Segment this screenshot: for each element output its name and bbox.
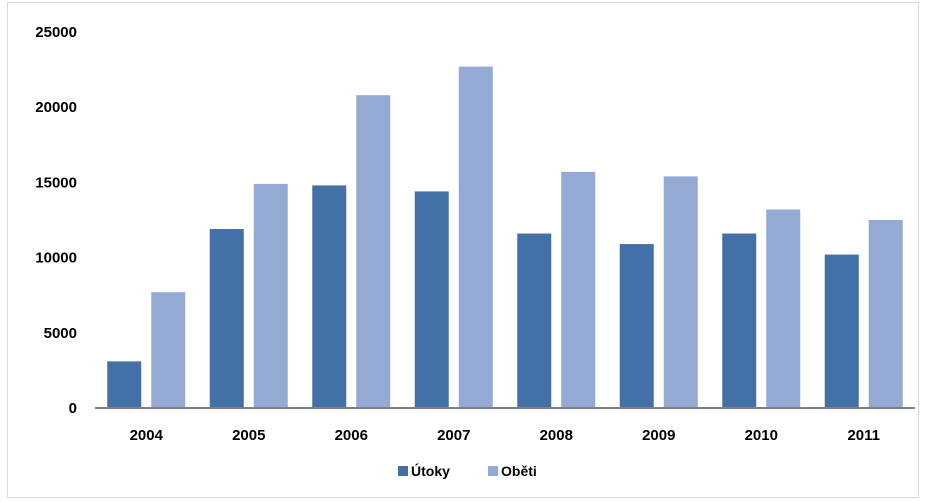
bar-s0-2007	[414, 191, 449, 408]
x-tick-label-2009: 2009	[642, 427, 675, 444]
legend-label-1: Oběti	[501, 463, 537, 479]
x-tick-label-2004: 2004	[130, 427, 164, 444]
y-tick-label-5000: 5000	[44, 325, 77, 342]
bar-s0-2004	[107, 361, 142, 408]
bar-s0-2009	[619, 244, 654, 408]
bar-s1-2004	[151, 292, 186, 408]
y-tick-label-0: 0	[69, 400, 77, 417]
bar-s1-2010	[766, 209, 801, 408]
x-tick-label-2010: 2010	[745, 427, 778, 444]
bar-s0-2010	[722, 233, 757, 408]
bar-s1-2011	[868, 220, 903, 408]
bar-s1-2006	[356, 95, 391, 408]
y-tick-label-15000: 15000	[35, 174, 77, 191]
bar-s1-2008	[561, 171, 596, 408]
bars	[107, 66, 903, 408]
x-tick-label-2011: 2011	[847, 427, 880, 444]
bar-s0-2011	[824, 254, 859, 408]
bar-s0-2005	[209, 229, 244, 408]
y-tick-label-10000: 10000	[35, 250, 77, 267]
bar-s0-2008	[517, 233, 552, 408]
x-axis-ticks: 2004 2005 2006 2007 2008 2009 2010 2011	[130, 427, 880, 444]
bar-s1-2009	[663, 176, 698, 408]
legend-swatch-0	[398, 466, 408, 476]
x-tick-label-2007: 2007	[437, 427, 470, 444]
y-axis-ticks: 0 5000 10000 15000 20000 25000	[35, 24, 77, 417]
legend-label-0: Útoky	[411, 462, 450, 479]
x-tick-label-2005: 2005	[232, 427, 265, 444]
bar-s1-2007	[458, 66, 493, 408]
legend-swatch-1	[488, 466, 498, 476]
y-tick-label-25000: 25000	[35, 24, 77, 41]
bar-s0-2006	[312, 185, 347, 408]
x-tick-label-2006: 2006	[335, 427, 368, 444]
bar-s1-2005	[253, 183, 288, 408]
legend: Útoky Oběti	[398, 462, 537, 479]
x-tick-label-2008: 2008	[540, 427, 573, 444]
y-tick-label-20000: 20000	[35, 99, 77, 116]
